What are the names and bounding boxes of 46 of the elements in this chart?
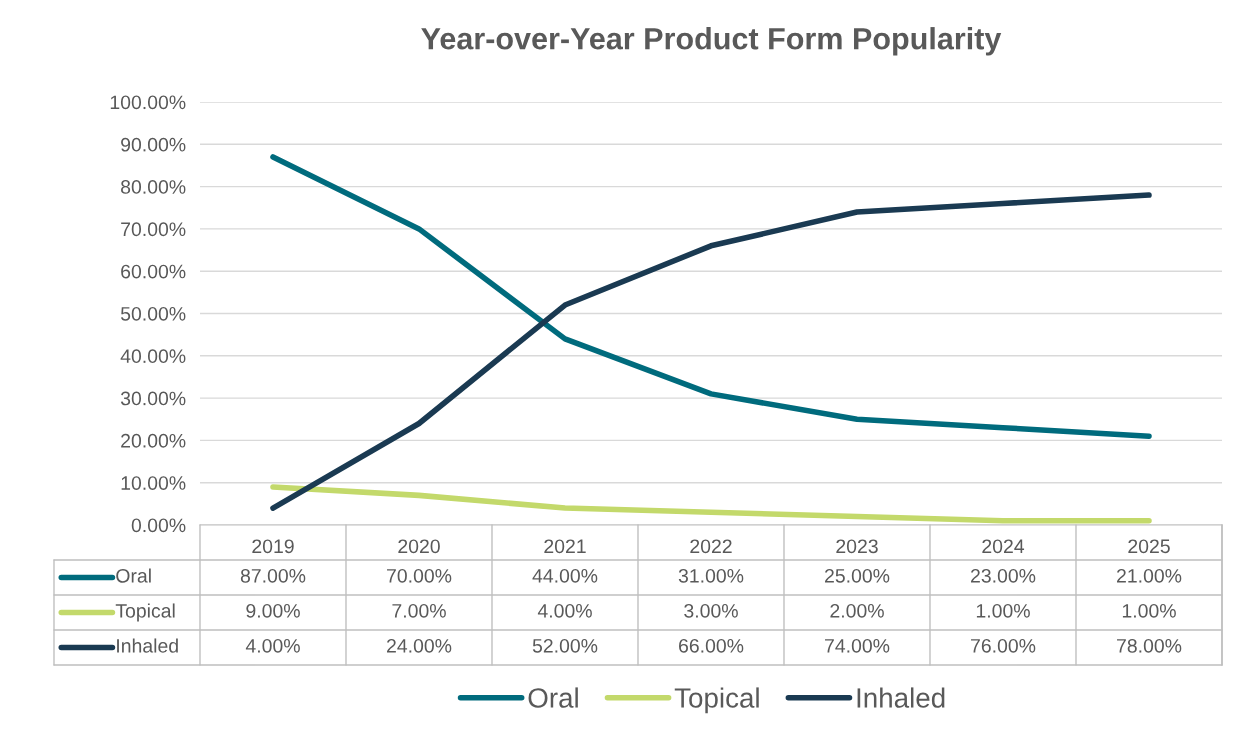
y-tick-label: 0.00%: [131, 518, 186, 533]
y-tick-label: 80.00%: [121, 180, 186, 194]
x-tick-label: 2025: [1128, 539, 1170, 554]
x-tick-label: 2021: [544, 539, 586, 554]
data-label: 4.00%: [537, 603, 592, 618]
data-label: 78.00%: [1117, 638, 1182, 653]
text: Inhaled: [857, 687, 945, 708]
y-tick-label: 10.00%: [121, 476, 186, 490]
data-label: 1.00%: [1122, 603, 1176, 618]
data-label: 87.00%: [240, 568, 306, 583]
y-tick-label: 50.00%: [120, 306, 186, 321]
data-label: 44.00%: [532, 568, 598, 583]
data-label: 23.00%: [971, 568, 1036, 583]
legend-label: Topical: [115, 603, 175, 622]
y-tick-label: 40.00%: [120, 349, 186, 364]
y-tick-label: 70.00%: [121, 222, 186, 237]
data-label: 4.00%: [245, 638, 300, 653]
chart-title: Year-over-Year Product Form Popularity: [421, 27, 1002, 56]
legend-label: Oral: [116, 568, 151, 583]
data-label: 70.00%: [387, 568, 452, 583]
data-label: 1.00%: [976, 603, 1030, 618]
data-label: 3.00%: [684, 603, 738, 618]
data-label: 31.00%: [678, 568, 744, 583]
y-tick-label: 30.00%: [120, 391, 186, 406]
x-tick-label: 2022: [690, 539, 732, 554]
data-label: 2.00%: [830, 603, 884, 618]
data-label: 66.00%: [679, 638, 744, 653]
data-label: 74.00%: [825, 638, 890, 653]
x-tick-label: 2024: [982, 539, 1025, 554]
data-label: 76.00%: [971, 638, 1036, 653]
text: Topical: [674, 687, 759, 714]
y-tick-label: 90.00%: [121, 137, 186, 152]
data-label: 9.00%: [246, 603, 300, 618]
x-tick-label: 2019: [252, 539, 294, 554]
y-tick-label: 20.00%: [121, 433, 186, 448]
y-tick-label: 100.00%: [110, 95, 186, 110]
text: Oral: [528, 687, 578, 708]
data-label: 24.00%: [387, 638, 452, 653]
y-tick-label: 60.00%: [121, 264, 186, 279]
data-label: 52.00%: [532, 638, 598, 653]
data-label: 25.00%: [825, 568, 890, 583]
x-tick-label: 2023: [836, 539, 878, 554]
x-tick-label: 2020: [398, 539, 440, 554]
data-label: 21.00%: [1117, 568, 1182, 583]
data-label: 7.00%: [392, 603, 446, 618]
legend-label: Inhaled: [117, 638, 178, 653]
